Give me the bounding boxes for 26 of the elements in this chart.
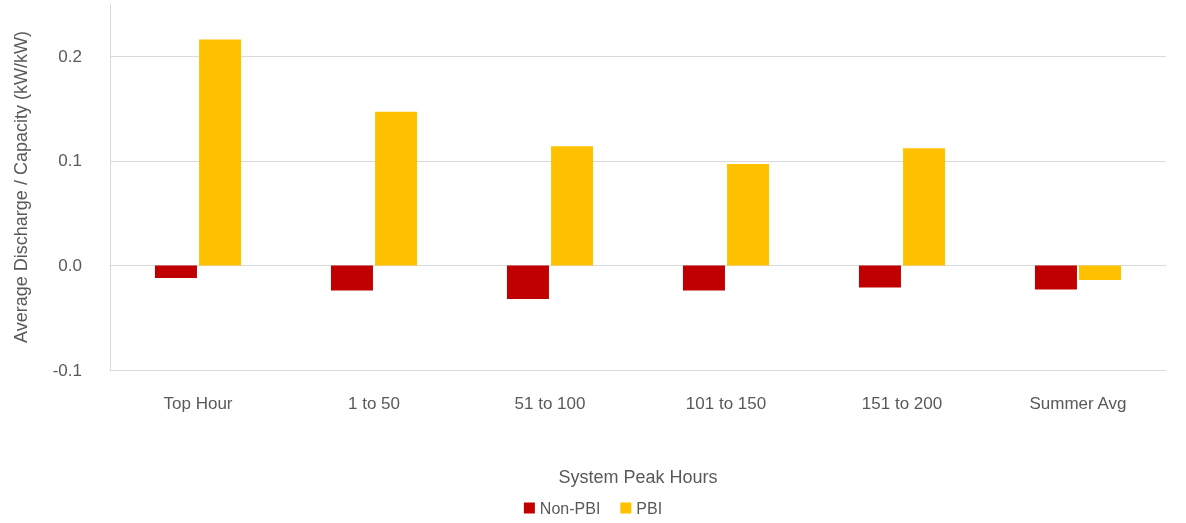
x-tick-label: Top Hour	[163, 394, 233, 413]
bar	[903, 148, 946, 266]
y-tick-label: 0.1	[58, 151, 82, 171]
bar	[375, 111, 418, 266]
x-tick-label: 151 to 200	[861, 394, 943, 413]
bar	[1034, 265, 1077, 290]
legend-label: Non-PBI	[539, 499, 601, 517]
x-tick-label: Summer Avg	[1029, 394, 1127, 413]
bar	[858, 265, 901, 288]
x-tick-label: 101 to 150	[685, 394, 767, 413]
bar	[551, 146, 594, 266]
x-tick-label: 1 to 50	[348, 394, 400, 413]
legend-label: PBI	[636, 499, 663, 517]
y-tick-label: -0.1	[52, 360, 82, 380]
x-axis-title: System Peak Hours	[558, 467, 718, 487]
bar	[1079, 265, 1122, 281]
y-axis-title: Average Discharge / Capacity (kW/kW)	[11, 31, 31, 343]
y-tick-label: 0.0	[58, 255, 82, 275]
x-tick-label: 51 to 100	[514, 394, 586, 413]
bar	[330, 265, 373, 291]
bar	[727, 163, 770, 266]
bar	[199, 39, 242, 266]
bar	[506, 265, 549, 299]
bar	[682, 265, 725, 291]
bar	[154, 265, 197, 278]
y-tick-label: 0.2	[58, 46, 82, 66]
